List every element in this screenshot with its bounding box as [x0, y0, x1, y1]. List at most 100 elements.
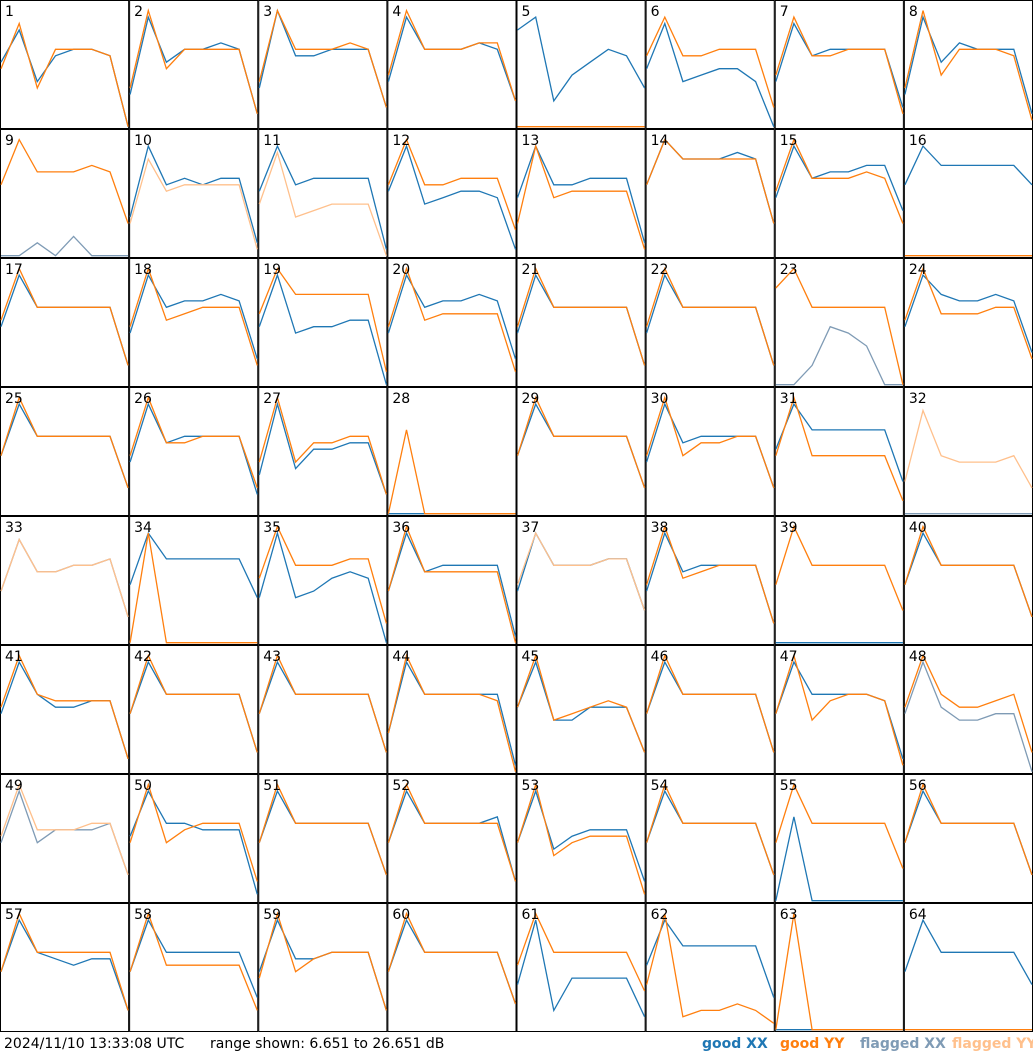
trace-yy — [0, 138, 129, 224]
trace-yy — [129, 157, 258, 250]
panel-label: 40 — [909, 520, 927, 536]
trace-xx — [129, 273, 258, 360]
panel — [258, 516, 388, 645]
panel-label: 26 — [134, 391, 152, 407]
panel-label: 22 — [651, 262, 669, 278]
panel — [387, 258, 517, 387]
trace-xx — [129, 144, 258, 243]
panel — [387, 516, 517, 645]
panel — [645, 774, 775, 903]
trace-yy — [645, 782, 775, 876]
trace-yy — [645, 266, 775, 366]
trace-yy — [129, 911, 258, 1011]
trace-yy — [387, 429, 516, 515]
trace-xx — [387, 531, 517, 637]
trace-xx — [516, 919, 646, 1018]
panel-label: 31 — [780, 391, 798, 407]
timestamp: 2024/11/10 13:33:08 UTC — [4, 1036, 184, 1052]
trace-yy — [516, 911, 646, 992]
trace-yy — [258, 267, 388, 372]
panel — [387, 645, 517, 774]
panel-label: 11 — [263, 133, 281, 149]
trace-xx — [775, 144, 904, 211]
panel-label: 51 — [263, 778, 281, 794]
trace-yy — [0, 653, 129, 759]
panel — [258, 774, 388, 903]
panel-label: 3 — [263, 4, 272, 20]
panel-label: 60 — [392, 907, 410, 923]
panel — [258, 129, 388, 258]
panel-label: 61 — [522, 907, 540, 923]
panel-label: 29 — [522, 391, 540, 407]
panel-label: 42 — [134, 649, 152, 665]
panel — [645, 645, 775, 774]
panel — [258, 645, 388, 774]
trace-yy — [904, 653, 1033, 753]
panel — [774, 774, 904, 903]
panel-label: 46 — [651, 649, 669, 665]
panel-label: 12 — [392, 133, 410, 149]
trace-xx — [516, 789, 646, 882]
panel — [516, 645, 646, 774]
panel-label: 13 — [522, 133, 540, 149]
panel-label: 19 — [263, 262, 281, 278]
panel-label: 62 — [651, 907, 669, 923]
trace-yy — [516, 395, 646, 489]
trace-yy — [387, 266, 517, 372]
trace-yy — [0, 911, 129, 1011]
panel-label: 53 — [522, 778, 540, 794]
panel-label: 41 — [5, 649, 23, 665]
trace-xx — [904, 918, 1033, 985]
trace-xx — [258, 530, 388, 643]
trace-yy — [516, 266, 646, 366]
range-text: range shown: 6.651 to 26.651 dB — [210, 1036, 444, 1052]
trace-yy — [129, 266, 258, 366]
panel-label: 56 — [909, 778, 927, 794]
trace-yy — [775, 395, 904, 502]
panel — [129, 0, 259, 129]
trace-yy — [0, 537, 129, 618]
trace-yy — [129, 532, 258, 644]
trace-xx — [258, 401, 388, 495]
trace-yy — [387, 137, 517, 231]
panel-label: 18 — [134, 262, 152, 278]
panel — [774, 903, 904, 1032]
panel-label: 9 — [5, 133, 14, 149]
trace-xx — [775, 325, 903, 386]
trace-xx — [775, 816, 903, 902]
panel-label: 38 — [651, 520, 669, 536]
panel-label: 45 — [522, 649, 540, 665]
trace-yy — [645, 653, 775, 753]
panel-label: 49 — [5, 778, 23, 794]
panel-label: 23 — [780, 262, 798, 278]
trace-yy — [645, 913, 775, 1024]
panel-label: 27 — [263, 391, 281, 407]
panel-label: 36 — [392, 520, 410, 536]
panel-label: 63 — [780, 907, 798, 923]
trace-yy — [646, 15, 775, 108]
trace-yy — [387, 524, 517, 643]
trace-yy — [904, 408, 1033, 489]
trace-yy — [645, 395, 775, 489]
panel — [645, 258, 775, 387]
panel — [774, 645, 904, 774]
trace-yy — [387, 911, 517, 1005]
trace-yy — [775, 524, 904, 611]
trace-yy — [387, 782, 517, 882]
panel — [258, 387, 388, 516]
trace-yy — [258, 653, 388, 753]
panel-label: 37 — [522, 520, 540, 536]
panel — [129, 516, 259, 645]
panel-label: 48 — [909, 649, 927, 665]
panel — [129, 387, 259, 516]
trace-yy — [904, 782, 1033, 876]
panel — [0, 774, 130, 903]
panel — [645, 387, 775, 516]
panel — [258, 258, 388, 387]
legend-entry: good XX — [702, 1036, 768, 1052]
panel — [0, 645, 130, 774]
trace-yy — [258, 395, 388, 495]
trace-xx — [516, 144, 646, 243]
panel — [516, 0, 646, 129]
trace-xx — [258, 144, 388, 250]
